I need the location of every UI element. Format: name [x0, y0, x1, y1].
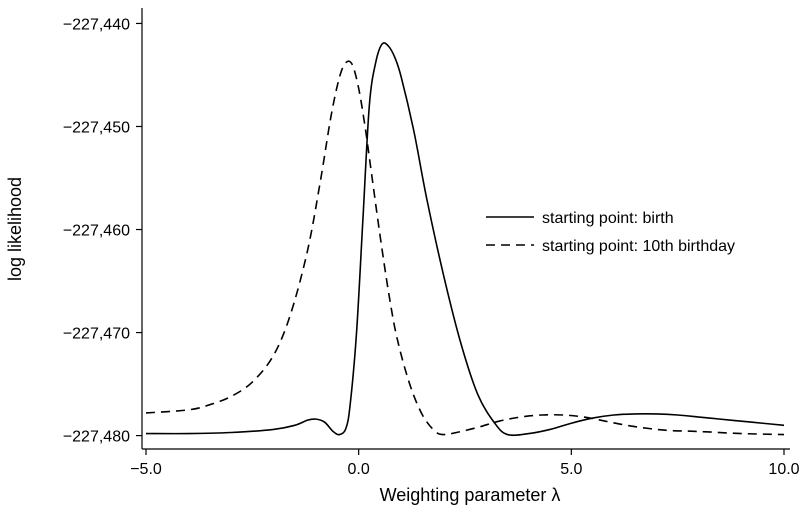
y-tick-label: −227,440 [63, 16, 130, 33]
x-tick-label: −5.0 [130, 461, 162, 478]
x-tick-label: 5.0 [560, 461, 582, 478]
plot-area [145, 42, 785, 437]
x-tick-label: 10.0 [768, 461, 799, 478]
x-axis-title: Weighting parameter λ [380, 485, 561, 505]
series-line-birth [145, 42, 785, 437]
axes [141, 8, 790, 450]
y-tick-label: −227,480 [63, 429, 130, 446]
series-line-tenth-birthday [145, 60, 785, 436]
x-ticks: −5.0 0.0 5.0 10.0 [130, 449, 800, 478]
x-tick-label: 0.0 [348, 461, 370, 478]
legend: starting point: birth starting point: 10t… [486, 210, 735, 255]
y-axis-title: log likelihood [5, 177, 25, 281]
legend-label: starting point: birth [542, 210, 674, 227]
legend-label: starting point: 10th birthday [542, 238, 735, 255]
y-tick-label: −227,450 [63, 119, 130, 136]
y-tick-label: −227,460 [63, 223, 130, 240]
y-ticks: −227,440 −227,450 −227,460 −227,470 −227,480 [63, 16, 142, 446]
y-tick-label: −227,470 [63, 326, 130, 343]
